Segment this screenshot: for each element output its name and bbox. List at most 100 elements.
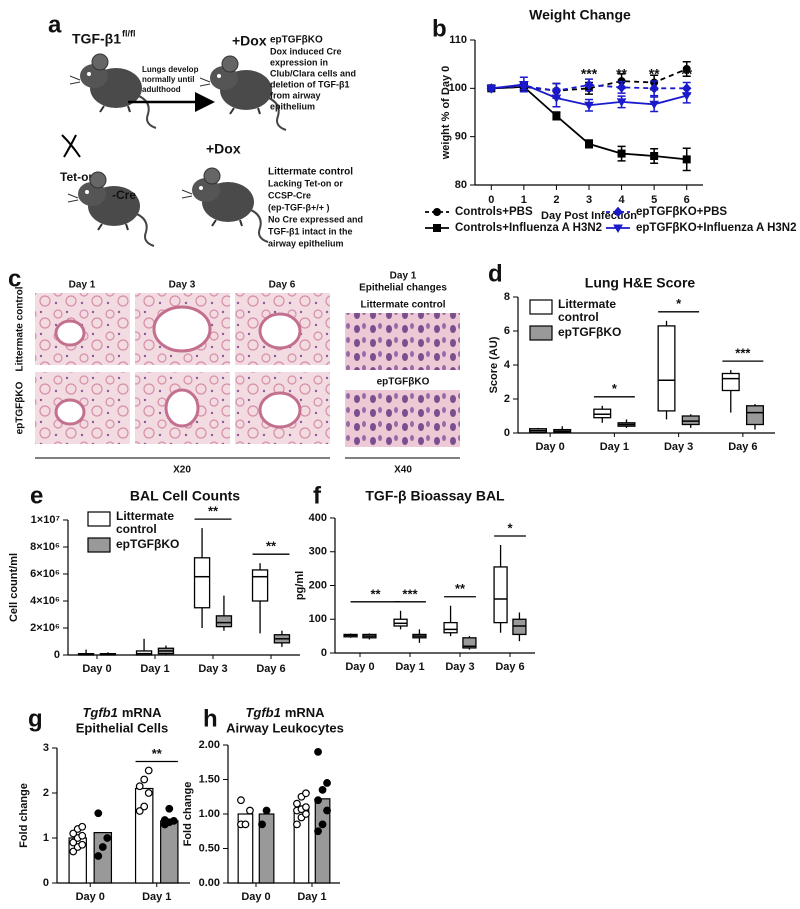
data-point (78, 840, 87, 849)
dox-label: +Dox (232, 33, 267, 49)
mouse-foot (97, 223, 103, 231)
y-tick-label: 1.00 (199, 808, 220, 820)
data-point (293, 820, 301, 829)
legend-swatch (87, 537, 111, 553)
data-point (78, 822, 87, 831)
chart-title: TGF-β Bioassay BAL (365, 488, 505, 504)
bar (237, 813, 254, 884)
chart-title: Lung H&E Score (585, 275, 696, 291)
y-axis-label: Fold change (182, 782, 194, 847)
right-row-label: epTGFβKO (377, 377, 430, 388)
marker (585, 139, 593, 148)
data-point (69, 829, 78, 838)
mouse-foot (257, 107, 261, 115)
box (462, 637, 477, 649)
title-gene: Tgfb1 (245, 705, 280, 720)
ko-description: epithelium (270, 101, 315, 111)
significance-label: * (676, 296, 682, 311)
mouse-foot (211, 219, 217, 227)
legend-swatch (87, 511, 111, 527)
marker (682, 65, 691, 73)
box (193, 557, 211, 609)
x-tick-label: 1 (521, 194, 527, 206)
y-tick-label: 2 (43, 787, 49, 799)
mouse-ear (91, 53, 109, 71)
marker (649, 83, 659, 94)
data-point (323, 806, 331, 815)
bar (314, 798, 331, 884)
marker (584, 101, 594, 111)
panel-label: h (203, 705, 218, 732)
control-description: Lacking Tet-on or (268, 178, 343, 188)
mouse-foot (99, 105, 105, 113)
data-point (314, 827, 322, 836)
chart-subtitle: Epithelial Cells (76, 720, 168, 735)
box (251, 569, 269, 602)
mouse-foot (229, 107, 235, 115)
right-row-label: Littermate control (360, 300, 445, 311)
y-tick-label: 3 (43, 742, 49, 754)
data-point (169, 817, 178, 825)
bar (160, 820, 179, 884)
mouse-whisker (199, 83, 211, 87)
significance-label: ** (616, 66, 627, 82)
mouse-tail (131, 211, 155, 247)
data-point (135, 782, 144, 791)
mouse-eye (87, 72, 91, 76)
x-tick-label: Day 1 (395, 661, 424, 673)
significance-label: ** (455, 581, 466, 596)
marker (551, 94, 562, 104)
y-tick-label: 6 (504, 325, 510, 337)
significance-label: *** (735, 346, 751, 361)
airway (54, 319, 86, 347)
box (512, 618, 527, 636)
y-tick-label: 0 (321, 647, 327, 659)
x-tick-label: Day 1 (140, 663, 169, 675)
bar (93, 831, 113, 884)
legend-label: Controls+Influenza A H3N2 (455, 222, 602, 234)
x-tick-label: 0 (488, 194, 494, 206)
chart-title: BAL Cell Counts (130, 488, 240, 504)
control-description: CCSP-Cre (268, 190, 311, 200)
significance-label: *** (581, 66, 598, 82)
cre-mouse-label: Tet-on (60, 170, 96, 184)
x-tick-label: Day 0 (345, 661, 374, 673)
mouse-tail (263, 95, 287, 131)
panel-label: a (48, 11, 62, 38)
mouse-tail (245, 207, 269, 243)
mouse-whisker (69, 81, 81, 85)
data-point (241, 820, 250, 829)
panel-label: c (8, 265, 21, 292)
data-point (140, 775, 149, 784)
airway (258, 391, 302, 429)
x-tick-label: Day 1 (297, 891, 326, 903)
y-tick-label: 80 (455, 179, 467, 191)
y-tick-label: 4 (504, 359, 511, 371)
data-point (78, 831, 87, 840)
panel-label: f (313, 482, 322, 509)
column-label: Day 1 (69, 280, 96, 291)
y-tick-label: 1 (43, 832, 49, 844)
data-point (69, 847, 78, 856)
data-point (293, 799, 301, 808)
title-gene: Tgfb1 (82, 705, 117, 720)
marker (486, 84, 497, 94)
box (721, 372, 740, 392)
marker (616, 98, 627, 107)
title-text: mRNA (285, 705, 325, 720)
mouse-ear (203, 167, 221, 185)
mouse-whisker (67, 193, 79, 199)
box (593, 408, 612, 419)
marker (681, 92, 692, 101)
mouse-foot (125, 223, 129, 231)
significance-label: * (507, 520, 513, 535)
airway (258, 312, 302, 350)
legend-swatch (529, 299, 553, 315)
data-point (314, 796, 322, 805)
box (215, 615, 233, 628)
significance-label: ** (208, 504, 219, 519)
mouse-ear (221, 55, 239, 73)
data-point (94, 809, 103, 818)
y-tick-label: 2.00 (199, 739, 220, 751)
